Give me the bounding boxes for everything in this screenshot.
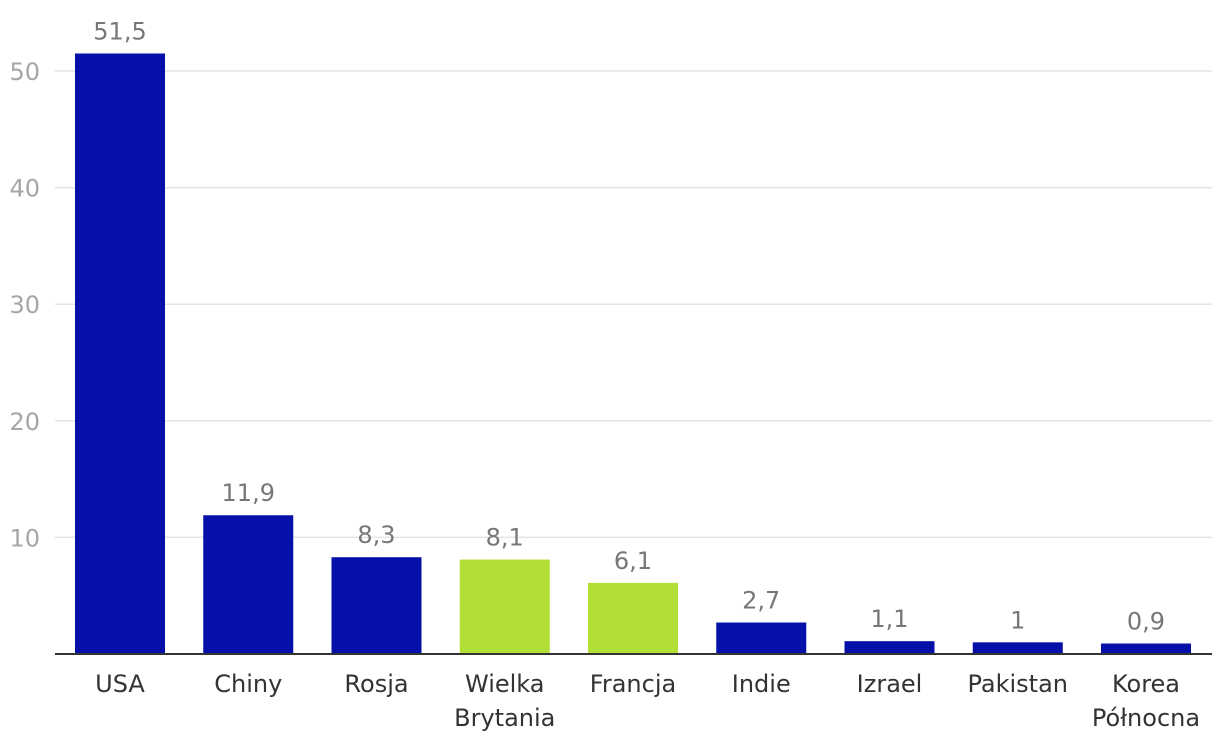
- y-tick-label: 30: [9, 291, 40, 319]
- bar: [75, 53, 165, 654]
- x-tick-label: Izrael: [857, 670, 923, 698]
- data-label: 11,9: [222, 479, 275, 507]
- data-label: 8,1: [486, 524, 524, 552]
- x-tick-label: Francja: [590, 670, 676, 698]
- data-label: 1,1: [870, 605, 908, 633]
- y-tick-label: 40: [9, 175, 40, 203]
- bar: [844, 641, 935, 654]
- x-tick-label: Rosja: [344, 670, 408, 698]
- y-tick-label: 10: [9, 524, 40, 552]
- data-label: 0,9: [1127, 608, 1165, 636]
- x-tick-label: Chiny: [214, 670, 282, 698]
- x-tick-label: Wielka: [465, 670, 545, 698]
- x-tick-label: Brytania: [454, 704, 555, 732]
- bar: [716, 622, 807, 654]
- data-label: 1: [1010, 606, 1025, 634]
- bar-layer: [75, 53, 1191, 654]
- x-tick-label: Północna: [1092, 704, 1200, 732]
- bar: [1101, 643, 1191, 654]
- data-label: 6,1: [614, 547, 652, 575]
- data-label: 2,7: [742, 587, 780, 615]
- bar: [331, 557, 422, 654]
- bar: [972, 642, 1063, 654]
- bar: [203, 515, 294, 654]
- y-tick-label: 20: [9, 408, 40, 436]
- data-label: 51,5: [93, 18, 146, 46]
- grid-layer: [55, 70, 1212, 539]
- x-tick-label: Indie: [732, 670, 791, 698]
- x-tick-label: Korea: [1112, 670, 1180, 698]
- x-tick-label: USA: [95, 670, 145, 698]
- x-tick-label: Pakistan: [968, 670, 1069, 698]
- data-label: 8,3: [357, 521, 395, 549]
- bar: [588, 582, 678, 654]
- y-tick-label: 50: [9, 58, 40, 86]
- bar: [459, 559, 550, 654]
- label-layer: 10 20 30 40 50 51,5 USA 11,9 Chiny 8,3 Rosja 8,1 Wie…: [9, 18, 1200, 732]
